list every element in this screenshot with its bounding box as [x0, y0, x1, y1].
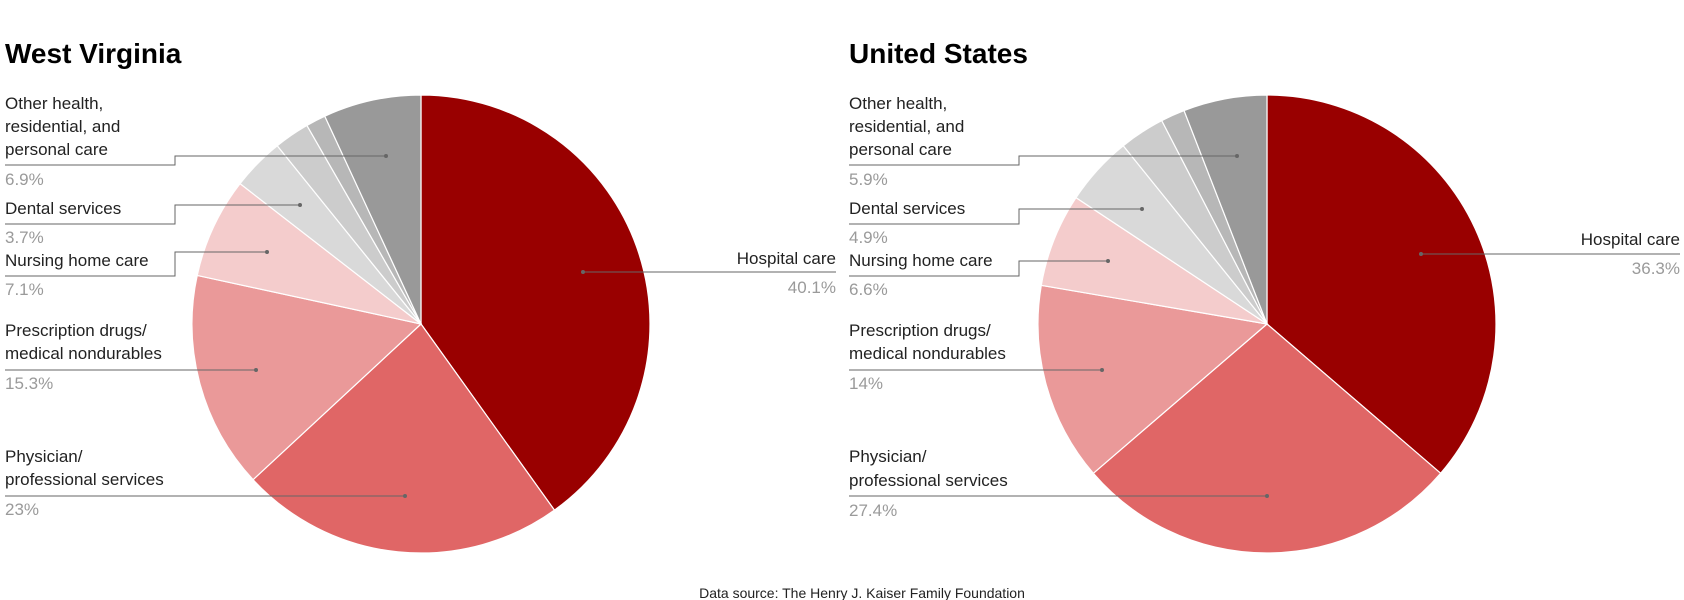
leader-line-other-health-residential-and-personal-care: [849, 155, 1237, 166]
slice-value-other-care: 5.9%: [849, 170, 888, 189]
slice-value-physician: 27.4%: [849, 501, 897, 520]
slice-value-dental: 4.9%: [849, 228, 888, 247]
leader-dot-dental-services: [298, 203, 302, 207]
pie-slice-hospital-care: [1266, 94, 1497, 475]
leader-dot-hospital-care: [581, 270, 585, 274]
leader-line-nursing-home-care: [849, 260, 1108, 277]
slice-value-other-care: 6.9%: [5, 170, 44, 189]
chart-title: United States: [849, 38, 1028, 69]
pie-slice-nursing-home-care: [196, 182, 422, 325]
leader-line-nursing-home-care: [5, 251, 267, 277]
leader-lines: [849, 154, 1680, 498]
slice-label-nursing-home: Nursing home care: [5, 251, 149, 270]
slice-label-other-care: Other health, residential, and personal ca…: [849, 94, 964, 159]
leader-dot-dental-services: [1140, 207, 1144, 211]
slice-value-physician: 23%: [5, 500, 39, 519]
leader-dot-nursing-home-care: [1106, 259, 1110, 263]
leader-dot-physician-professional-services: [403, 494, 407, 498]
slice-value-prescription-drugs: 15.3%: [5, 374, 53, 393]
pie-slice-prescription-drugs-medical-nondurables: [191, 274, 423, 481]
leader-dot-hospital-care: [1419, 252, 1423, 256]
leader-lines: [5, 154, 836, 498]
leader-dot-other-health-residential-and-personal-care: [1235, 154, 1239, 158]
slice-label-dental: Dental services: [849, 199, 965, 218]
slice-value-prescription-drugs: 14%: [849, 374, 883, 393]
slice-label-nursing-home: Nursing home care: [849, 251, 993, 270]
pie-slices: [1037, 94, 1497, 554]
data-source-note: Data source: The Henry J. Kaiser Family …: [699, 585, 1025, 600]
pie-chart-united-states: United States Hospital care 36.3% Other …: [849, 38, 1680, 554]
slice-value-dental: 3.7%: [5, 228, 44, 247]
slice-value-hospital-care: 36.3%: [1632, 259, 1680, 278]
pie-slice-hospital-care: [420, 94, 651, 511]
slice-label-hospital-care: Hospital care: [737, 249, 836, 268]
slice-label-physician: Physician/professional services: [849, 447, 1008, 490]
leader-dot-nursing-home-care: [265, 250, 269, 254]
slice-value-nursing-home: 7.1%: [5, 280, 44, 299]
slice-label-prescription-drugs: Prescription drugs/medical nondurables: [849, 321, 1006, 363]
leader-line-dental-services: [849, 208, 1142, 225]
slice-label-physician: Physician/professional services: [5, 447, 164, 489]
leader-line-dental-services: [5, 204, 300, 225]
leader-dot-prescription-drugs-medical-nondurables: [1100, 368, 1104, 372]
slice-label-dental: Dental services: [5, 199, 121, 218]
pie-slices: [191, 94, 651, 554]
pie-chart-west-virginia: West Virginia Hospital care 40.1% Other …: [5, 38, 836, 554]
chart-title: West Virginia: [5, 38, 182, 69]
leader-dot-prescription-drugs-medical-nondurables: [254, 368, 258, 372]
slice-value-hospital-care: 40.1%: [788, 278, 836, 297]
leader-dot-physician-professional-services: [1265, 494, 1269, 498]
pie-slice-prescription-drugs-medical-nondurables: [1037, 284, 1269, 475]
slice-value-nursing-home: 6.6%: [849, 280, 888, 299]
leader-dot-other-health-residential-and-personal-care: [384, 154, 388, 158]
slice-label-other-care: Other health, residential, and personal ca…: [5, 94, 120, 159]
pie-slice-other-health-residential-and-personal-care: [324, 94, 422, 325]
slice-label-prescription-drugs: Prescription drugs/medical nondurables: [5, 321, 162, 363]
leader-line-other-health-residential-and-personal-care: [5, 155, 386, 166]
pie-slice-other-health-residential-and-personal-care: [1183, 94, 1268, 325]
slice-label-hospital-care: Hospital care: [1581, 230, 1680, 249]
